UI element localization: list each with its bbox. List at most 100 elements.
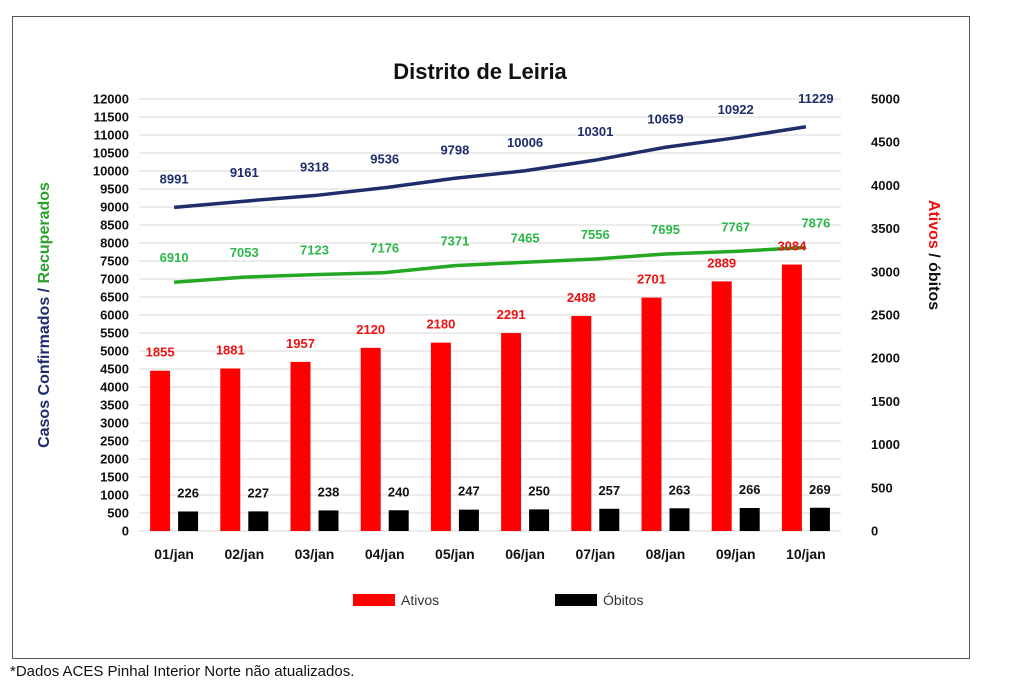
bar-obitos xyxy=(318,510,339,531)
chart-title: Distrito de Leiria xyxy=(393,59,567,84)
label-ativos: 1957 xyxy=(286,336,315,351)
y-right-tick-label: 5000 xyxy=(871,92,900,107)
legend-swatch-obitos xyxy=(555,594,597,606)
bar-obitos xyxy=(388,510,409,531)
y-left-tick-label: 10000 xyxy=(93,164,129,179)
y-left-tick-label: 6000 xyxy=(100,308,129,323)
label-ativos: 2120 xyxy=(356,322,385,337)
bar-obitos xyxy=(529,509,550,531)
label-confirmados: 11229 xyxy=(798,91,833,106)
label-ativos: 2180 xyxy=(426,317,455,332)
line-casos-confirmados xyxy=(173,125,807,210)
y-left-tick-label: 1500 xyxy=(100,470,129,485)
y-left-tick-label: 11500 xyxy=(94,110,129,125)
y-left-tick-label: 11000 xyxy=(94,128,129,143)
y-right-tick-label: 2000 xyxy=(871,351,900,366)
x-tick-label: 10/jan xyxy=(786,546,826,562)
bar-ativos xyxy=(781,264,802,531)
y-left-tick-label: 5000 xyxy=(100,344,129,359)
y-left-tick-label: 9500 xyxy=(100,182,129,197)
label-confirmados: 9318 xyxy=(300,160,329,175)
legend-swatch-ativos xyxy=(353,594,395,606)
axis-label-part: Casos Confirmados xyxy=(36,297,53,448)
y-left-tick-label: 6500 xyxy=(100,290,129,305)
label-confirmados: 10659 xyxy=(647,111,683,126)
bar-ativos xyxy=(641,297,662,531)
chart-frame: Distrito de Leiria 0 500 1000 1500 2000 2500 30… xyxy=(12,16,970,659)
y-left-tick-label: 7500 xyxy=(100,254,129,269)
y-right-tick-label: 4000 xyxy=(871,178,900,193)
chart-svg: Distrito de Leiria0500100015002000250030… xyxy=(36,59,942,608)
y-left-tick-label: 5500 xyxy=(100,326,129,341)
x-tick-label: 09/jan xyxy=(716,546,756,562)
bar-ativos xyxy=(290,361,311,531)
axis-label-part: Ativos xyxy=(925,200,942,249)
label-ativos: 2889 xyxy=(707,255,736,270)
label-recuperados: 7053 xyxy=(230,245,259,260)
bar-obitos xyxy=(809,507,830,531)
bar-obitos xyxy=(458,509,479,531)
label-obitos: 247 xyxy=(458,484,480,499)
axis-label-part: Recuperados xyxy=(36,182,53,283)
label-recuperados: 7767 xyxy=(721,219,750,234)
label-confirmados: 10922 xyxy=(718,102,754,117)
label-obitos: 227 xyxy=(247,485,269,500)
y-left-tick-label: 12000 xyxy=(93,92,129,107)
bar-obitos xyxy=(599,508,620,531)
line-recuperados xyxy=(173,245,806,284)
y-left-tick-label: 4500 xyxy=(100,362,129,377)
bar-obitos xyxy=(739,508,760,531)
y-left-tick-label: 4000 xyxy=(100,380,129,395)
bar-ativos xyxy=(150,370,171,531)
label-confirmados: 9161 xyxy=(230,165,259,180)
y-right-tick-label: 4500 xyxy=(871,135,900,150)
label-ativos: 2701 xyxy=(637,272,666,287)
y-right-tick-label: 1500 xyxy=(871,394,900,409)
y-right-tick-label: 1000 xyxy=(871,437,900,452)
label-obitos: 250 xyxy=(528,483,550,498)
label-obitos: 266 xyxy=(739,482,761,497)
bar-obitos xyxy=(669,508,690,531)
y-right-tick-label: 0 xyxy=(871,524,878,539)
label-ativos: 2488 xyxy=(567,290,596,305)
legend-label-obitos: Óbitos xyxy=(603,592,643,608)
label-recuperados: 7695 xyxy=(651,222,680,237)
x-tick-label: 04/jan xyxy=(365,546,405,562)
label-recuperados: 7176 xyxy=(370,241,399,256)
bar-ativos xyxy=(430,342,451,531)
label-confirmados: 8991 xyxy=(160,171,189,186)
x-tick-label: 08/jan xyxy=(646,546,686,562)
label-ativos: 3084 xyxy=(777,239,807,254)
label-recuperados: 7465 xyxy=(511,230,540,245)
y-right-tick-label: 3000 xyxy=(871,264,900,279)
y-left-tick-label: 10500 xyxy=(93,146,129,161)
label-ativos: 1881 xyxy=(216,342,245,357)
label-obitos: 263 xyxy=(669,482,691,497)
y-left-axis-label: Casos Confirmados / Recuperados xyxy=(36,182,53,448)
x-tick-label: 01/jan xyxy=(154,546,194,562)
y-right-tick-label: 500 xyxy=(871,480,893,495)
label-ativos: 1855 xyxy=(146,345,175,360)
label-confirmados: 9536 xyxy=(370,152,399,167)
y-left-tick-label: 3000 xyxy=(100,416,129,431)
label-confirmados: 9798 xyxy=(440,142,469,157)
y-left-tick-label: 2500 xyxy=(100,434,129,449)
bar-ativos xyxy=(220,368,241,531)
legend-label-ativos: Ativos xyxy=(401,592,439,608)
y-left-tick-label: 1000 xyxy=(100,488,129,503)
label-recuperados: 7876 xyxy=(801,215,830,230)
label-obitos: 257 xyxy=(598,483,620,498)
label-confirmados: 10006 xyxy=(507,135,543,150)
label-obitos: 240 xyxy=(388,484,410,499)
x-tick-label: 02/jan xyxy=(224,546,264,562)
axis-label-part: / óbitos xyxy=(925,249,942,310)
y-right-axis-label: Ativos / óbitos xyxy=(925,200,942,310)
label-recuperados: 7371 xyxy=(440,234,469,249)
x-tick-label: 03/jan xyxy=(295,546,335,562)
label-recuperados: 6910 xyxy=(160,250,189,265)
y-left-tick-label: 0 xyxy=(122,524,129,539)
bar-obitos xyxy=(178,511,199,531)
y-left-tick-label: 2000 xyxy=(100,452,129,467)
label-recuperados: 7556 xyxy=(581,227,610,242)
y-right-tick-label: 2500 xyxy=(871,308,900,323)
